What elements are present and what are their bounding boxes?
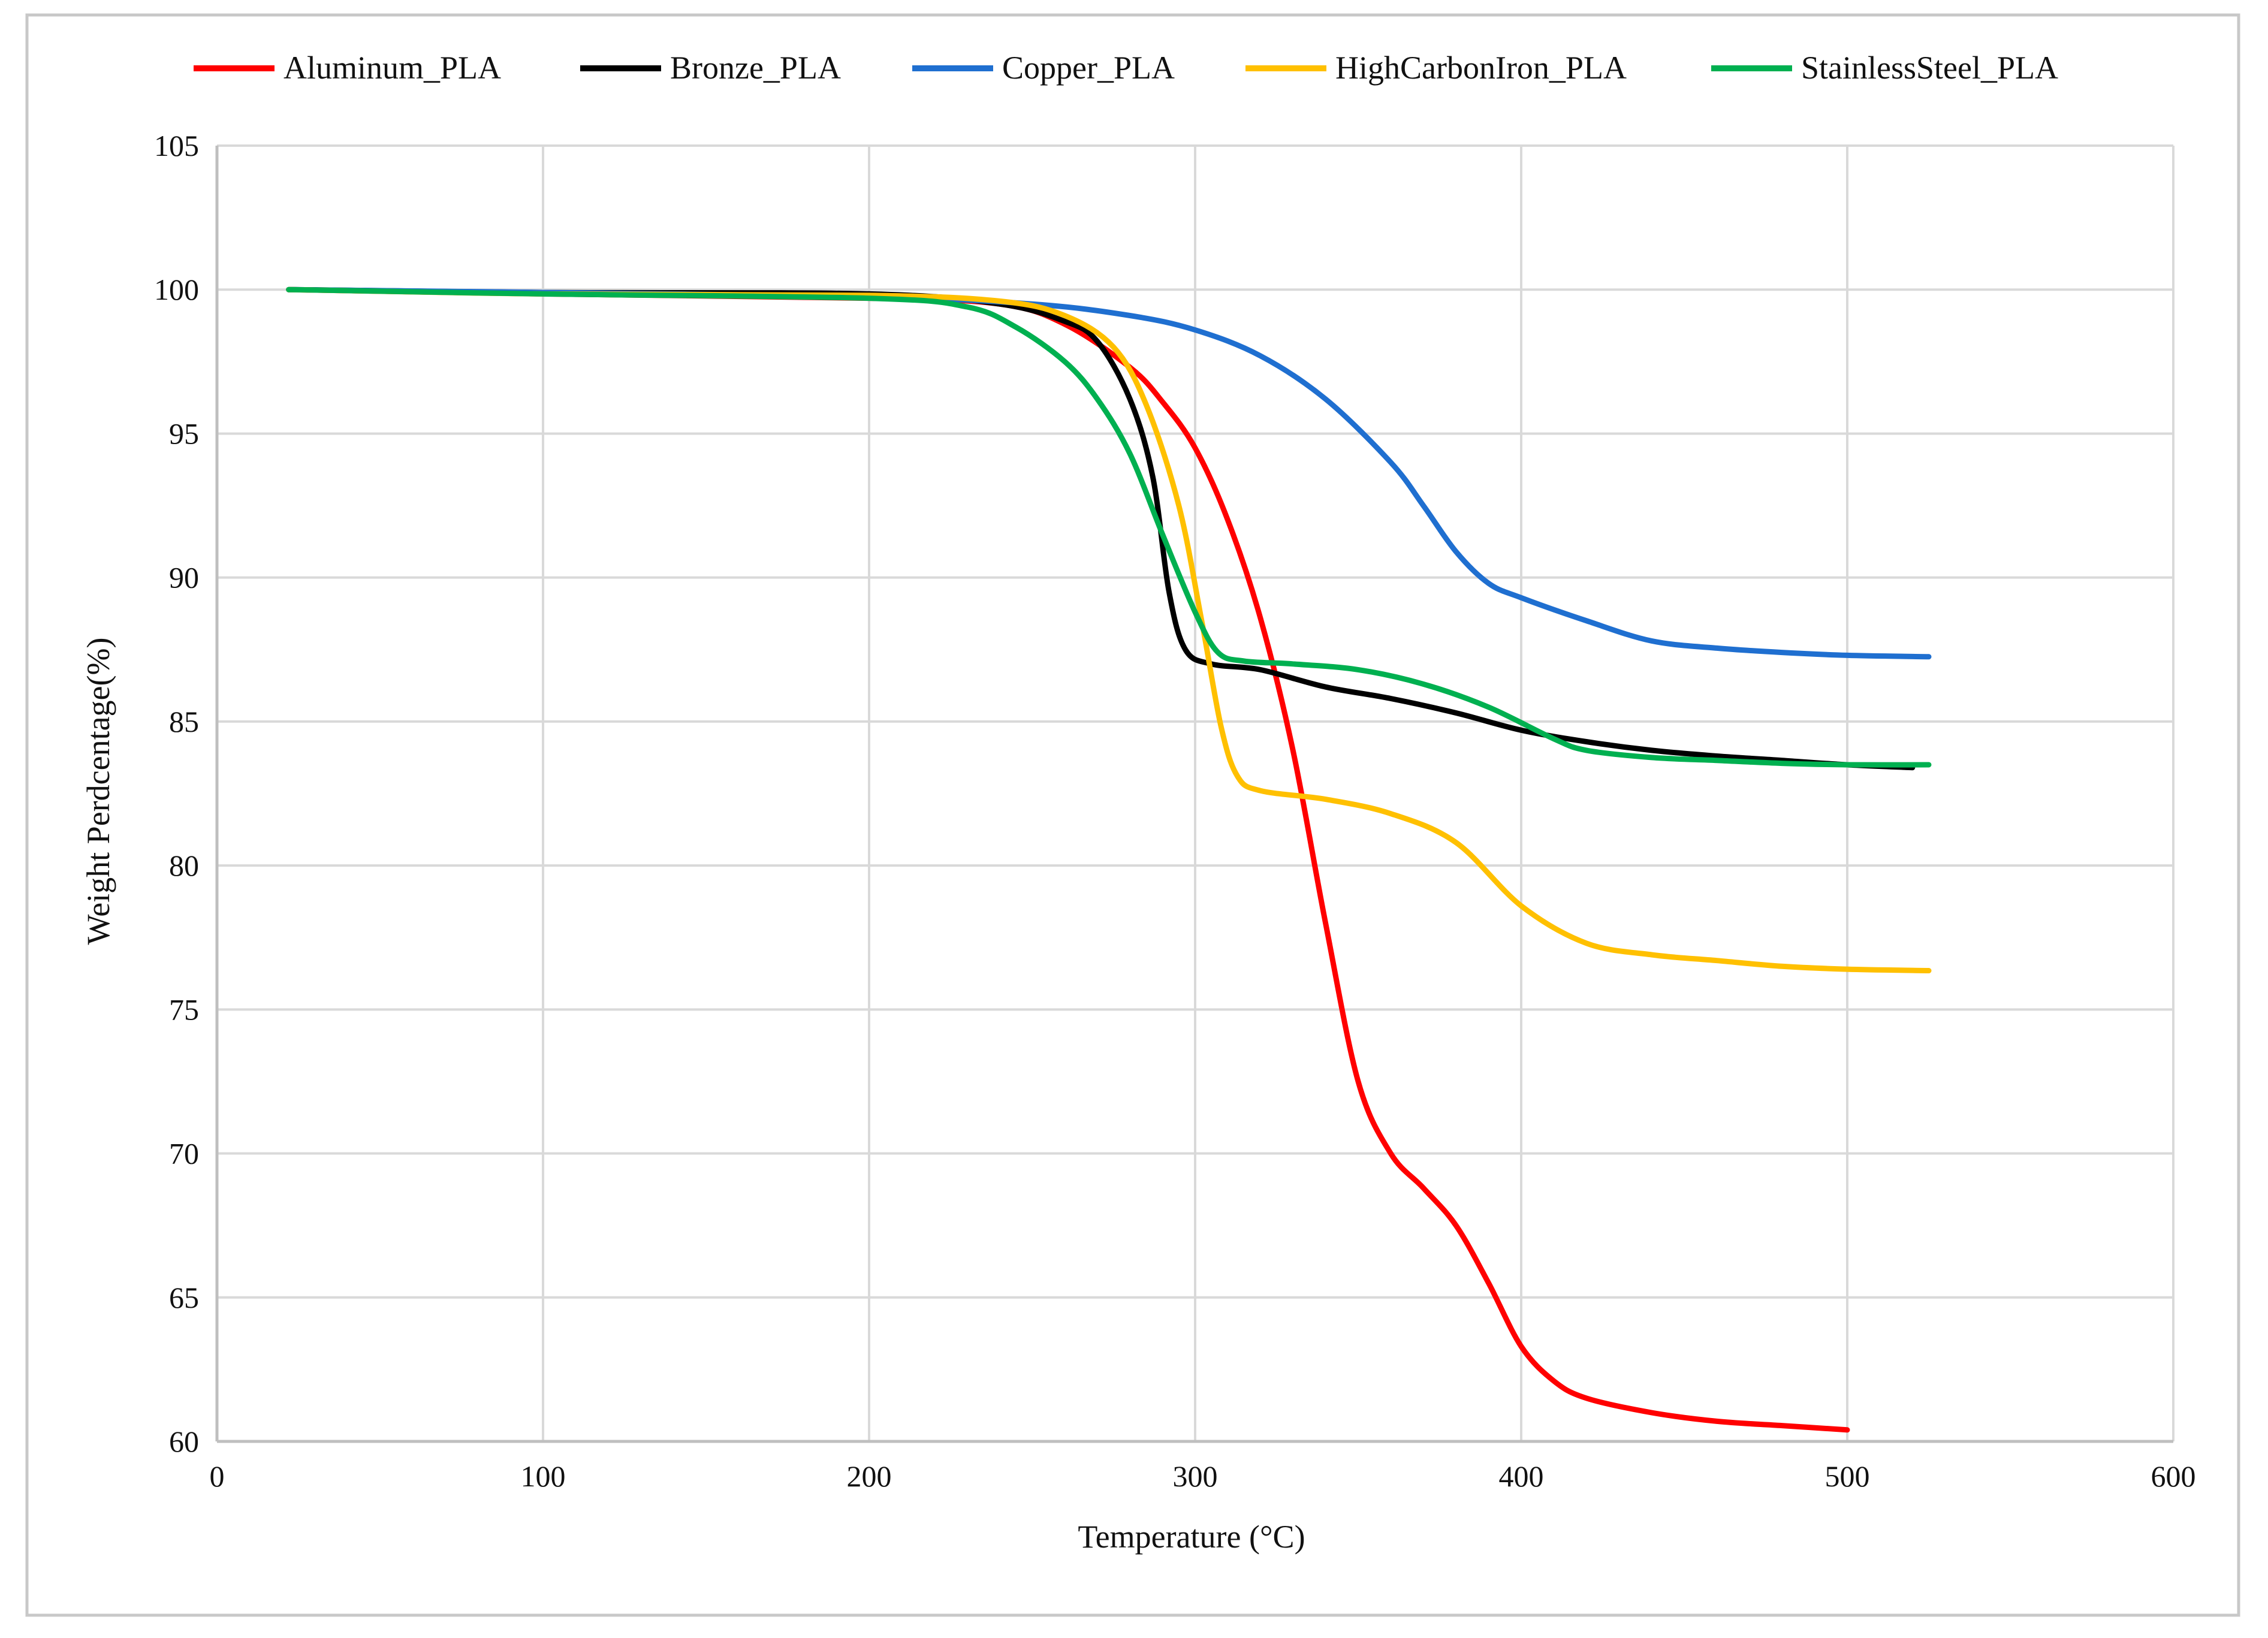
series-line-highcarboniron-pla [286, 286, 1932, 973]
y-tick-label: 65 [169, 1281, 199, 1314]
legend-label-aluminum-pla: Aluminum_PLA [284, 50, 501, 86]
y-tick-label: 95 [169, 417, 199, 450]
axes [215, 146, 2173, 1443]
legend-label-copper-pla: Copper_PLA [1002, 50, 1175, 86]
x-tick-label: 300 [1173, 1459, 1218, 1493]
y-tick-label: 85 [169, 705, 199, 738]
legend: Aluminum_PLA Bronze_PLA Copper_PLA HighCarb… [194, 50, 2058, 86]
y-tick-label: 100 [154, 273, 199, 306]
y-tick-label: 70 [169, 1137, 199, 1171]
x-tick-label: 100 [521, 1459, 566, 1493]
y-tick-label: 90 [169, 561, 199, 595]
y-tick-label: 80 [169, 849, 199, 882]
legend-label-bronze-pla: Bronze_PLA [670, 50, 841, 86]
y-axis-title: Weight Perdcentage(%) [80, 638, 116, 945]
x-tick-label: 600 [2151, 1459, 2196, 1493]
figure-border [25, 13, 2240, 1617]
x-tick-label: 200 [847, 1459, 892, 1493]
legend-label-stainlesssteel-pla: StainlessSteel_PLA [1801, 50, 2058, 86]
x-axis-title: Temperature (°C) [1078, 1519, 1305, 1555]
series-line-stainlesssteel-pla [286, 286, 1932, 768]
legend-label-highcarboniron-pla: HighCarbonIron_PLA [1335, 50, 1627, 86]
tick-labels: 60 65 70 75 80 85 90 95 100 105 0 100 200 300 400 500 60… [154, 129, 2196, 1493]
x-tick-label: 0 [210, 1459, 225, 1493]
x-tick-label: 500 [1825, 1459, 1870, 1493]
y-tick-label: 75 [169, 993, 199, 1026]
y-tick-label: 60 [169, 1425, 199, 1458]
x-tick-label: 400 [1499, 1459, 1544, 1493]
y-tick-label: 105 [154, 129, 199, 162]
series-lines [286, 286, 1932, 1433]
